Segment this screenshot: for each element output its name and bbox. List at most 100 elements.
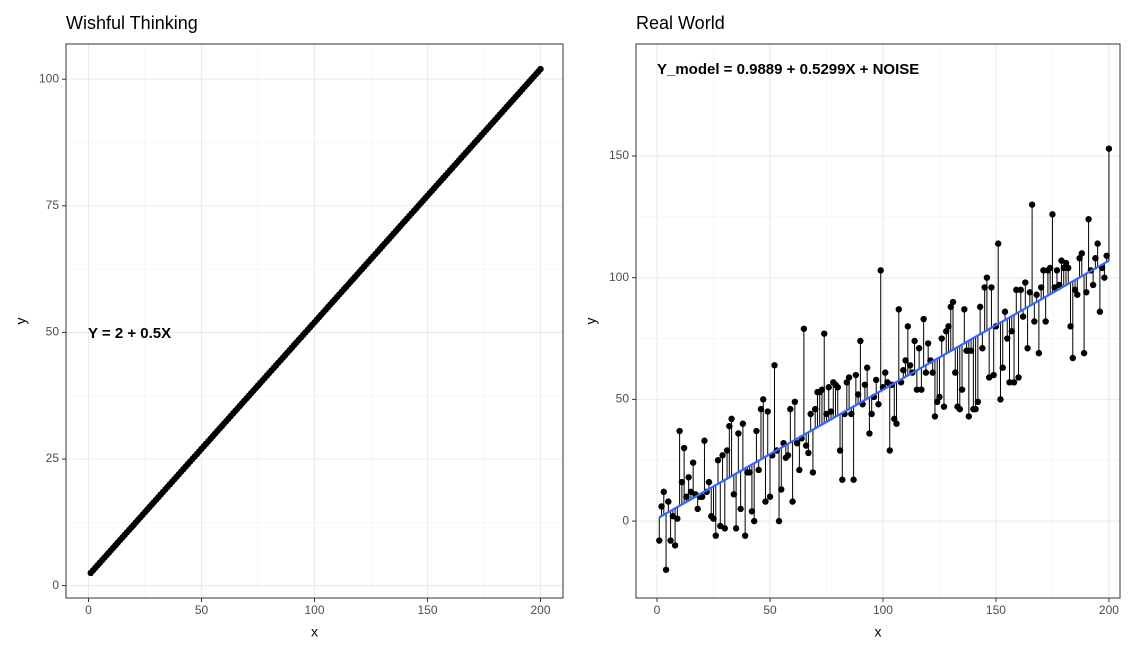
point xyxy=(748,508,756,515)
point xyxy=(737,505,744,513)
point xyxy=(1006,379,1013,386)
point xyxy=(906,362,914,369)
point xyxy=(1015,374,1022,381)
point xyxy=(882,369,889,376)
point xyxy=(662,566,670,573)
point xyxy=(979,345,986,352)
point xyxy=(735,430,742,437)
point xyxy=(1035,349,1043,357)
y-tick-label: 75 xyxy=(46,198,60,212)
point xyxy=(775,517,783,525)
point xyxy=(902,357,909,364)
point xyxy=(676,427,683,435)
point xyxy=(1042,318,1049,325)
point xyxy=(757,405,765,413)
x-tick-label: 100 xyxy=(873,603,893,617)
point xyxy=(764,408,771,415)
point xyxy=(660,488,667,496)
point xyxy=(701,437,708,444)
point xyxy=(988,284,995,291)
chart-title: Real World xyxy=(636,13,725,33)
point xyxy=(1103,252,1110,259)
point xyxy=(965,413,973,420)
point xyxy=(658,503,665,510)
panel-border xyxy=(635,43,1121,599)
point xyxy=(997,396,1004,403)
point xyxy=(730,491,738,498)
point xyxy=(753,427,760,435)
point xyxy=(1071,286,1079,294)
point xyxy=(1019,313,1027,320)
point xyxy=(739,420,747,427)
point xyxy=(787,405,794,413)
point xyxy=(1026,289,1034,296)
point xyxy=(789,498,796,505)
point xyxy=(1053,267,1061,274)
points xyxy=(87,65,544,577)
point xyxy=(714,457,722,464)
x-axis-label: x xyxy=(875,624,882,640)
y-tick-label: 150 xyxy=(609,148,629,162)
point xyxy=(766,493,774,500)
point xyxy=(875,401,882,408)
point xyxy=(967,347,975,354)
point xyxy=(671,542,679,549)
point xyxy=(667,537,674,544)
point xyxy=(845,374,853,381)
point xyxy=(1096,308,1104,315)
point xyxy=(656,537,663,544)
point xyxy=(1046,264,1054,272)
point xyxy=(956,405,963,413)
point xyxy=(1074,291,1081,298)
point xyxy=(1067,323,1074,330)
point xyxy=(934,398,941,406)
x-tick-label: 150 xyxy=(986,603,1006,617)
point xyxy=(868,410,875,418)
point xyxy=(995,240,1002,247)
point xyxy=(728,415,735,423)
point xyxy=(972,405,979,413)
point xyxy=(680,444,688,452)
point xyxy=(1078,250,1086,257)
point xyxy=(836,447,844,454)
point xyxy=(1083,289,1090,296)
point xyxy=(805,449,812,457)
point xyxy=(1040,267,1047,274)
point xyxy=(963,347,970,354)
point xyxy=(741,532,749,539)
point xyxy=(940,403,948,410)
point xyxy=(961,306,968,313)
point xyxy=(793,439,801,447)
point xyxy=(674,515,681,522)
point xyxy=(726,422,733,430)
point xyxy=(1065,264,1072,272)
point xyxy=(1089,281,1097,289)
y-tick-label: 50 xyxy=(616,392,630,406)
point xyxy=(1024,345,1031,352)
point xyxy=(920,315,927,323)
point xyxy=(746,469,753,476)
point xyxy=(922,369,930,376)
point xyxy=(918,386,925,393)
point xyxy=(886,447,893,454)
point xyxy=(1094,240,1101,247)
x-tick-label: 50 xyxy=(763,603,777,617)
point xyxy=(929,369,936,376)
y-axis-label: y xyxy=(13,318,29,325)
point xyxy=(1017,286,1025,294)
point xyxy=(771,362,778,369)
point xyxy=(719,452,726,459)
point xyxy=(1085,216,1092,223)
point xyxy=(683,493,690,500)
x-tick-label: 100 xyxy=(304,603,324,617)
y-tick-label: 25 xyxy=(46,451,60,465)
point xyxy=(811,405,819,413)
point xyxy=(952,369,959,376)
point xyxy=(1010,379,1018,386)
point xyxy=(802,442,810,449)
point xyxy=(678,478,686,486)
point xyxy=(943,328,950,335)
point xyxy=(915,345,923,352)
point xyxy=(1033,291,1040,298)
